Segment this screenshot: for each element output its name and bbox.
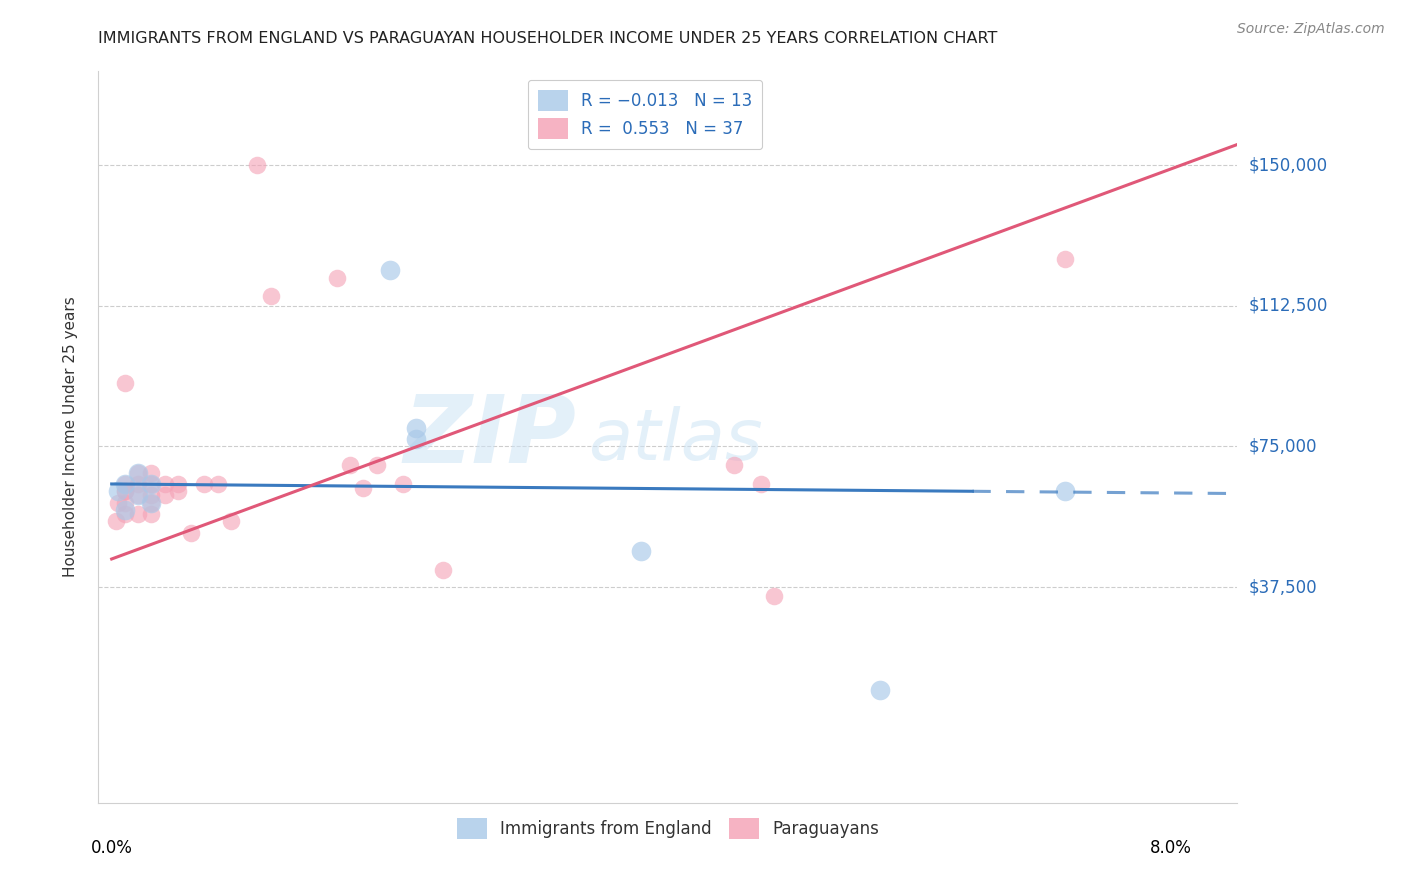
Point [405,420,427,434]
Point [723,458,745,473]
Point [630,544,652,558]
Point [762,590,785,604]
Point [167,477,190,491]
Point [219,515,242,529]
Point [114,484,136,499]
Point [141,477,163,491]
Point [405,432,427,446]
Point [127,488,149,502]
Point [167,484,190,499]
Point [114,477,136,491]
Point [107,496,129,510]
Point [246,158,269,172]
Point [207,477,229,491]
Point [326,270,349,285]
Text: $150,000: $150,000 [1249,156,1327,174]
Text: $112,500: $112,500 [1249,297,1327,315]
Point [114,484,136,499]
Point [104,515,127,529]
Point [141,477,163,491]
Point [153,488,176,502]
Point [180,525,202,540]
Point [141,496,163,510]
Point [127,466,149,480]
Text: $37,500: $37,500 [1249,578,1317,596]
Point [107,484,129,499]
Y-axis label: Householder Income Under 25 years: Householder Income Under 25 years [63,297,77,577]
Point [869,683,891,698]
Legend: Immigrants from England, Paraguayans: Immigrants from England, Paraguayans [447,808,889,849]
Text: IMMIGRANTS FROM ENGLAND VS PARAGUAYAN HOUSEHOLDER INCOME UNDER 25 YEARS CORRELAT: IMMIGRANTS FROM ENGLAND VS PARAGUAYAN HO… [98,31,998,46]
Point [392,477,415,491]
Point [153,477,176,491]
Point [366,458,388,473]
Point [141,466,163,480]
Point [432,563,454,577]
Point [127,477,149,491]
Point [141,507,163,521]
Point [141,488,163,502]
Point [1054,484,1077,499]
Point [141,496,163,510]
Point [114,477,136,491]
Point [259,289,281,303]
Text: atlas: atlas [588,406,762,475]
Text: ZIP: ZIP [404,391,576,483]
Point [352,481,374,495]
Point [127,507,149,521]
Point [114,503,136,517]
Text: 8.0%: 8.0% [1150,839,1192,857]
Point [749,477,772,491]
Point [1054,252,1077,266]
Point [193,477,215,491]
Point [127,488,149,502]
Text: Source: ZipAtlas.com: Source: ZipAtlas.com [1237,22,1385,37]
Point [339,458,361,473]
Point [127,466,149,480]
Point [114,496,136,510]
Text: 0.0%: 0.0% [91,839,132,857]
Point [114,507,136,521]
Point [378,263,401,277]
Text: $75,000: $75,000 [1249,437,1317,456]
Point [114,376,136,390]
